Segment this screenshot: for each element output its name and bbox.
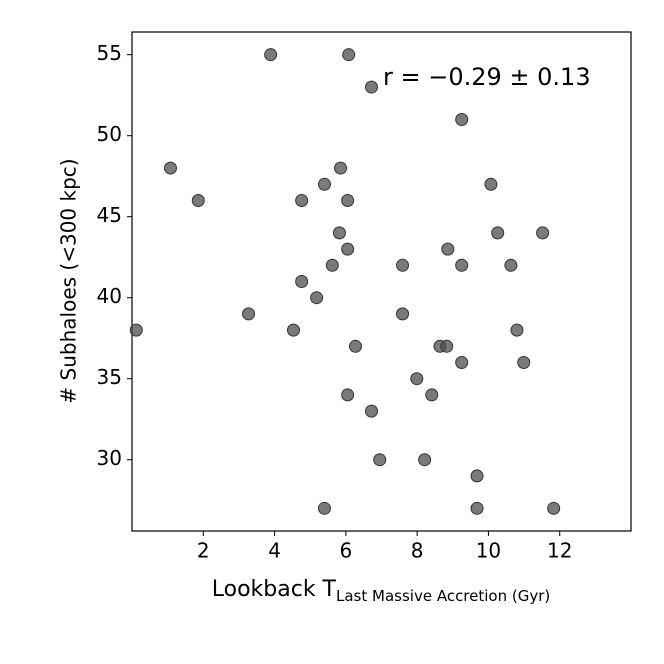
point [332,226,346,240]
point [504,258,518,272]
point [163,161,177,175]
point [425,388,439,402]
point [455,258,469,272]
point [317,501,331,515]
plot-frame [131,31,632,532]
point [295,193,309,207]
point [348,339,362,353]
x-tick-label: 2 [197,539,210,563]
y-tick-label: 40 [97,284,122,308]
x-axis-label-sub: Last Massive Accretion (Gyr) [336,587,550,605]
x-tick-label: 4 [268,539,281,563]
point [470,469,484,483]
y-tick-label: 50 [97,122,122,146]
point [295,275,309,288]
point [341,242,355,256]
y-axis-label: # Subhaloes (<300 kpc) [57,158,81,403]
point [484,177,498,191]
point [286,323,300,337]
point [396,307,410,321]
point [341,193,355,207]
x-tick-label: 8 [411,539,424,563]
x-tick-label: 12 [547,539,572,563]
point [455,112,469,126]
point [373,453,387,467]
point [191,193,205,207]
point [455,356,469,370]
point [365,404,379,418]
point [491,226,505,240]
point [341,388,355,402]
point [264,48,278,62]
point [342,48,356,62]
annotation: r = −0.29 ± 0.13 [383,63,591,91]
y-tick-label: 55 [97,41,122,65]
point [547,501,561,515]
point [510,323,524,337]
point [325,258,339,272]
point [418,453,432,467]
point [242,307,256,321]
point [440,339,454,353]
point [470,501,484,515]
point [536,226,550,240]
x-axis-label-main: Lookback T [212,577,337,602]
point [365,80,379,94]
point [310,291,324,305]
point [334,161,348,175]
point [410,372,424,386]
point [396,258,410,272]
y-tick-label: 35 [97,365,122,389]
y-tick-label: 30 [97,446,122,470]
x-tick-label: 10 [476,539,501,563]
y-tick-label: 45 [97,203,122,227]
point [441,242,455,256]
x-tick-label: 6 [339,539,352,563]
point [517,356,531,370]
x-axis-label: Lookback TLast Massive Accretion (Gyr) [212,577,551,605]
point [317,177,331,191]
point [129,323,143,337]
